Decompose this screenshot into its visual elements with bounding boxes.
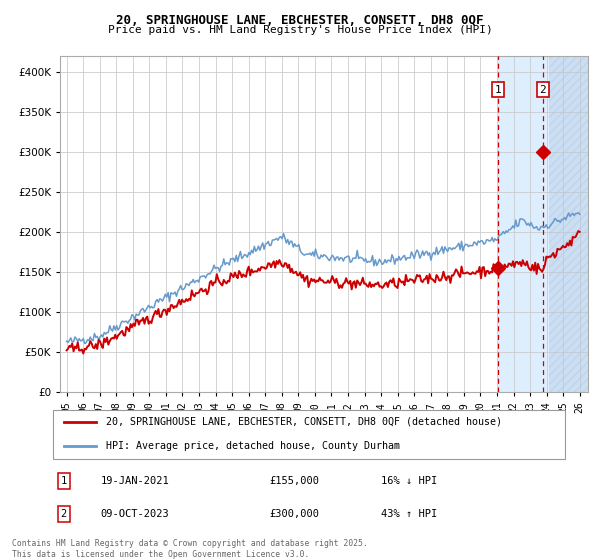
Text: Contains HM Land Registry data © Crown copyright and database right 2025.
This d: Contains HM Land Registry data © Crown c… — [12, 539, 368, 559]
Text: Price paid vs. HM Land Registry's House Price Index (HPI): Price paid vs. HM Land Registry's House … — [107, 25, 493, 35]
Text: 1: 1 — [494, 85, 501, 95]
Text: 16% ↓ HPI: 16% ↓ HPI — [380, 476, 437, 486]
Bar — [549, 56, 588, 392]
Text: 2: 2 — [539, 85, 547, 95]
FancyBboxPatch shape — [53, 410, 565, 459]
Text: 20, SPRINGHOUSE LANE, EBCHESTER, CONSETT, DH8 0QF: 20, SPRINGHOUSE LANE, EBCHESTER, CONSETT… — [116, 14, 484, 27]
Text: 20, SPRINGHOUSE LANE, EBCHESTER, CONSETT, DH8 0QF (detached house): 20, SPRINGHOUSE LANE, EBCHESTER, CONSETT… — [106, 417, 502, 427]
Text: £155,000: £155,000 — [270, 476, 320, 486]
Text: HPI: Average price, detached house, County Durham: HPI: Average price, detached house, Coun… — [106, 441, 400, 451]
Text: 2: 2 — [61, 509, 67, 519]
Text: 1: 1 — [61, 476, 67, 486]
Text: £300,000: £300,000 — [270, 509, 320, 519]
Text: 19-JAN-2021: 19-JAN-2021 — [101, 476, 170, 486]
Text: 43% ↑ HPI: 43% ↑ HPI — [380, 509, 437, 519]
Text: 09-OCT-2023: 09-OCT-2023 — [101, 509, 170, 519]
Bar — [498, 56, 588, 392]
